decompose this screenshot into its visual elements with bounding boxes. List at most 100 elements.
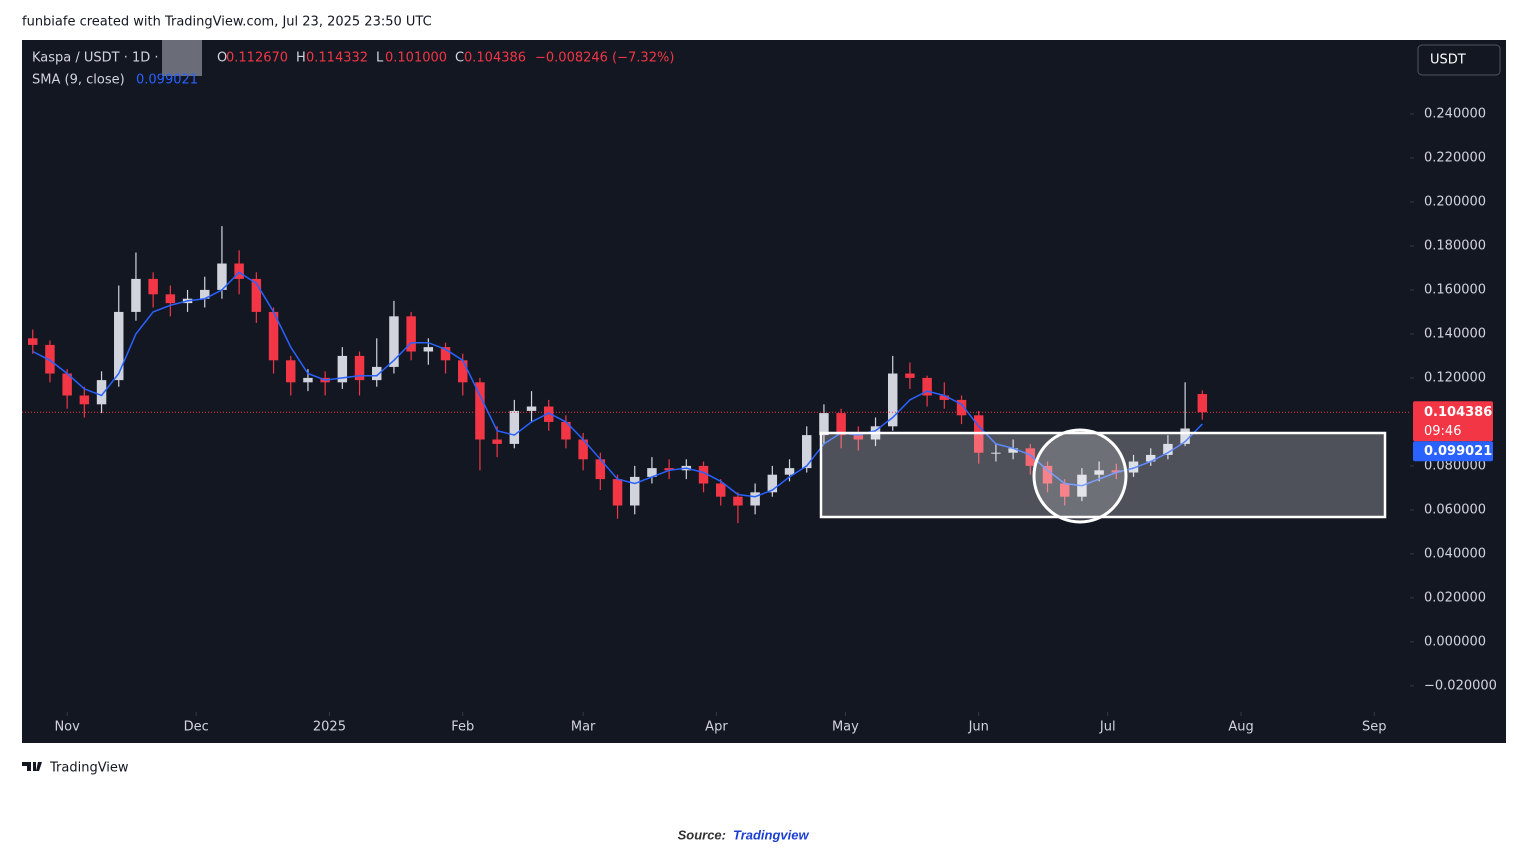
x-tick-label: Jun [968, 720, 989, 735]
candle-body [991, 452, 1001, 454]
candle-body [509, 410, 520, 444]
candle-body [853, 435, 864, 440]
candle-body [234, 263, 244, 279]
candle-body [922, 377, 932, 396]
candle-body [303, 377, 313, 383]
ohlc-value: 0.101000 [385, 51, 447, 66]
ohlc-value: 0.104386 [464, 51, 526, 66]
x-tick-label: Jul [1099, 720, 1116, 735]
y-tick-label: 0.000000 [1424, 634, 1486, 649]
candle-body [801, 435, 812, 469]
x-tick-label: Feb [451, 720, 474, 735]
candle-body [664, 468, 674, 471]
candle-body [131, 278, 141, 312]
candle-body [526, 406, 537, 411]
source-label: Source: [678, 827, 726, 842]
x-tick-label: Aug [1228, 720, 1253, 735]
y-tick-label: 0.120000 [1424, 370, 1486, 385]
candle-body [630, 476, 640, 506]
candle-body [200, 289, 210, 299]
y-tick-label: 0.040000 [1424, 546, 1486, 561]
ohlc-value: 0.114332 [306, 51, 368, 66]
candle-body [819, 413, 829, 436]
currency-button[interactable] [1417, 44, 1501, 76]
candle-body [733, 496, 743, 506]
candle-body [1111, 470, 1122, 473]
candle-body [286, 360, 296, 383]
sma-legend: SMA (9, close) [32, 73, 125, 88]
candle-body [389, 316, 399, 367]
sma-legend-value: 0.099021 [136, 73, 198, 88]
sma-line [32, 271, 1203, 498]
y-tick-label: 0.140000 [1424, 326, 1486, 341]
x-tick-label: Nov [54, 720, 80, 735]
candle-body [372, 366, 382, 381]
candle-body [1042, 465, 1053, 484]
y-tick-label: 0.020000 [1424, 590, 1486, 605]
candle-body [251, 278, 262, 312]
ohlc-key: O [217, 51, 227, 66]
highlight-circle [1032, 428, 1128, 524]
y-tick-label: 0.220000 [1424, 150, 1486, 165]
candle-body [1180, 428, 1190, 444]
brand: TradingView [49, 761, 129, 776]
currency[interactable]: USDT [1430, 53, 1466, 68]
symbol: Kaspa / USDT · 1D · [32, 51, 159, 66]
x-tick-label: May [832, 720, 859, 735]
candle-body [45, 344, 55, 374]
x-tick-label: Sep [1362, 720, 1387, 735]
ohlc-key: H [296, 51, 306, 66]
y-tick-label: 0.080000 [1424, 458, 1486, 473]
candle-body [1094, 470, 1104, 475]
candle-body [750, 492, 760, 506]
candle-body [767, 474, 778, 493]
x-tick-label: Dec [184, 720, 209, 735]
annotations [819, 428, 1387, 524]
candle-body [544, 406, 554, 422]
candle-body [1008, 448, 1018, 453]
ohlc-value: 0.112670 [226, 51, 288, 66]
last-price-label: 0.104386 [1424, 405, 1492, 420]
candle-body [612, 479, 623, 506]
candle-body [578, 439, 588, 460]
ohlc-key: C [455, 51, 464, 66]
candle-body [458, 360, 468, 383]
candle-body [492, 439, 502, 444]
obscured-region [162, 40, 202, 76]
sma-price-label: 0.099021 [1424, 444, 1492, 459]
x-tick-label: Mar [571, 720, 596, 735]
sma-price-tag [1413, 441, 1493, 462]
candle-body [148, 278, 158, 295]
chart-background [22, 40, 1506, 743]
candle-body [905, 373, 915, 378]
y-tick-label: 0.200000 [1424, 194, 1486, 209]
source-name: Tradingview [733, 827, 810, 842]
candle-body [887, 373, 898, 427]
candle-body [268, 311, 279, 361]
countdown: 09:46 [1424, 424, 1461, 439]
candle-body [165, 294, 176, 304]
candle-body [1163, 443, 1173, 455]
candle-body [561, 421, 571, 440]
candle-body [96, 380, 107, 405]
candle-body [595, 459, 606, 480]
candle-body [28, 338, 38, 345]
candle-body [698, 465, 709, 484]
candle-body [406, 316, 416, 352]
brand-logo [22, 762, 42, 771]
candle-body [440, 347, 451, 361]
candle-body [1128, 461, 1139, 473]
candle-body [337, 355, 348, 383]
candle-body [1145, 454, 1156, 462]
candle-body [114, 311, 124, 381]
credit: funbiafe created with TradingView.com, J… [22, 15, 432, 30]
candle-body [836, 413, 846, 436]
candle-body [647, 468, 657, 477]
ohlc-key: L [376, 51, 384, 66]
y-tick-label: 0.160000 [1424, 282, 1486, 297]
change: −0.008246 (−7.32%) [535, 51, 674, 66]
candle-body [956, 399, 967, 416]
y-tick-label: 0.060000 [1424, 502, 1486, 517]
last-price-tag [1413, 401, 1493, 442]
